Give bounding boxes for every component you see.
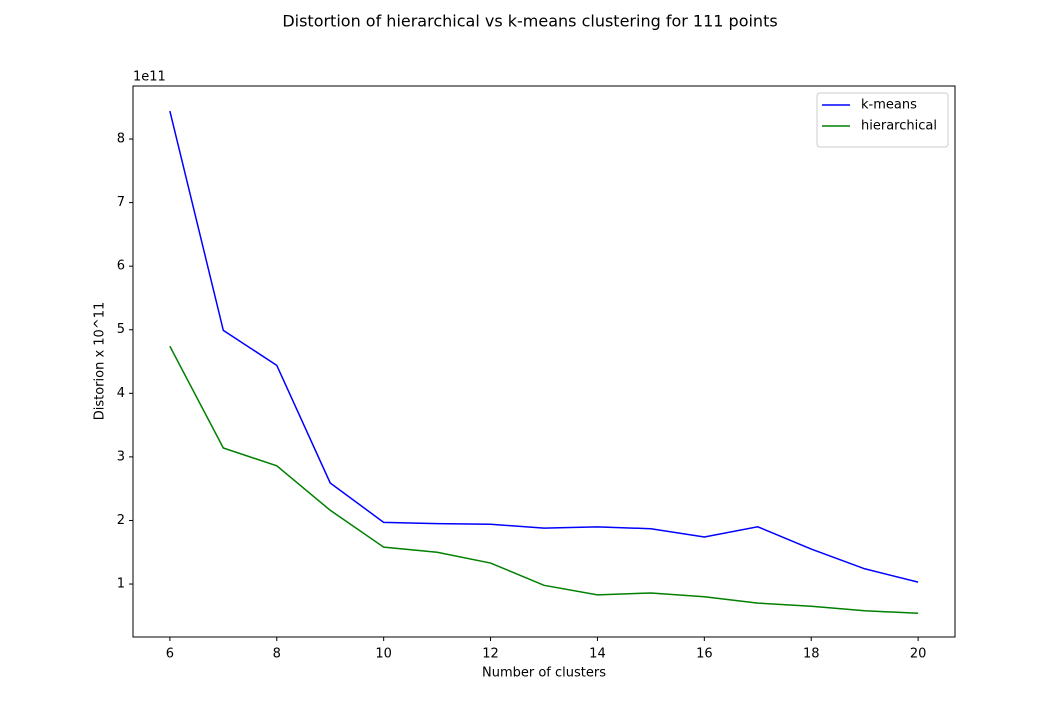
chart-title: Distortion of hierarchical vs k-means cl… (282, 12, 777, 31)
legend-label: hierarchical (861, 119, 937, 134)
x-tick-label: 14 (589, 647, 606, 662)
y-tick-label: 3 (117, 449, 125, 464)
x-tick-label: 12 (482, 647, 499, 662)
y-tick-label: 6 (117, 259, 125, 274)
y-axis-label: Distorion x 10^11 (93, 302, 108, 421)
y-tick-label: 7 (117, 195, 125, 210)
legend-box (816, 92, 949, 148)
x-axis-label: Number of clusters (482, 666, 606, 681)
x-tick-label: 16 (696, 647, 713, 662)
x-tick-label: 20 (910, 647, 927, 662)
plot-frame (132, 85, 956, 638)
line-series (169, 110, 919, 583)
x-tick-label: 10 (375, 647, 392, 662)
x-tick-label: 18 (803, 647, 820, 662)
y-tick-label: 5 (117, 322, 125, 337)
x-tick-label: 8 (273, 647, 281, 662)
y-tick-label: 1 (117, 577, 125, 592)
y-offset-label: 1e11 (133, 70, 166, 85)
x-tick-label: 6 (166, 647, 174, 662)
line-series (169, 345, 919, 615)
y-tick-label: 8 (117, 132, 125, 147)
y-tick-label: 2 (117, 513, 125, 528)
legend-label: k-means (861, 98, 917, 113)
y-tick-label: 4 (117, 386, 125, 401)
